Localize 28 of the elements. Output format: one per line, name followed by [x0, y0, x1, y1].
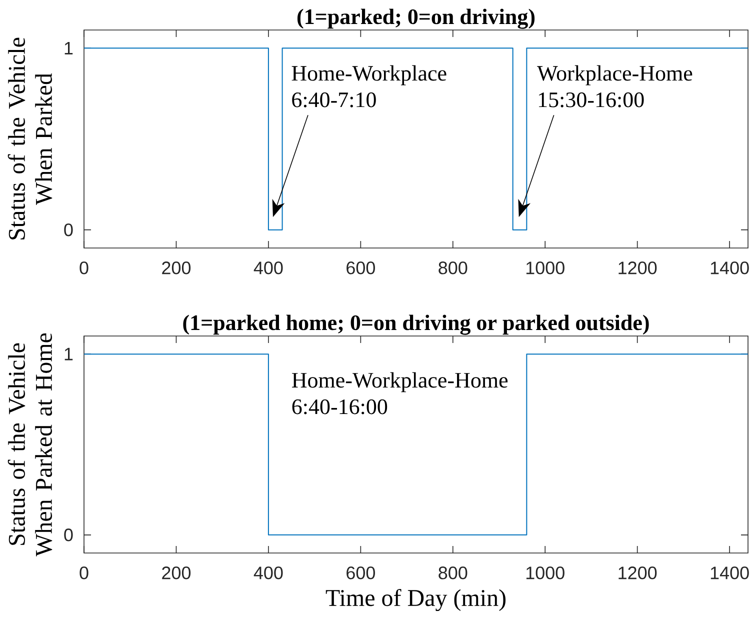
- x-tick-label: 600: [346, 262, 375, 274]
- x-tick-label: 200: [162, 566, 191, 580]
- x-tick-label: 0: [80, 566, 88, 580]
- x-tick-label: 200: [162, 262, 191, 274]
- x-tick-label: 1000: [526, 262, 564, 274]
- annotation: Home-Workplace 6:40-7:10: [292, 65, 446, 108]
- x-tick-label: 800: [438, 566, 468, 580]
- x-tick-label: 1200: [618, 566, 657, 580]
- annotation: Home-Workplace-Home 6:40-16:00: [292, 372, 508, 414]
- x-tick-label: 1200: [618, 262, 657, 274]
- y-tick-label: 0: [64, 223, 73, 236]
- y-tick-label: 1: [64, 348, 73, 360]
- x-tick-label: 1000: [526, 566, 564, 580]
- x-tick-label: 800: [438, 262, 468, 274]
- y-tick-label: 1: [64, 42, 73, 54]
- annotation: Workplace-Home 15:30-16:00: [537, 65, 692, 108]
- x-tick-label: 600: [346, 566, 375, 580]
- x-tick-label: 400: [254, 566, 283, 580]
- chart-title: (1=parked home; 0=on driving or parked outside): [183, 314, 649, 335]
- y-tick-label: 0: [64, 528, 73, 542]
- x-tick-label: 1400: [710, 566, 749, 580]
- y-axis-title: Status of the Vehicle When Parked: [8, 38, 52, 240]
- y-axis-title: Status of the Vehicle When Parked at Home: [8, 333, 52, 556]
- x-tick-label: 400: [254, 262, 283, 274]
- x-axis-title: Time of Day (min): [326, 588, 506, 612]
- x-tick-label: 1400: [710, 262, 749, 274]
- x-tick-label: 0: [80, 262, 88, 274]
- chart-title: (1=parked; 0=on driving): [297, 8, 535, 29]
